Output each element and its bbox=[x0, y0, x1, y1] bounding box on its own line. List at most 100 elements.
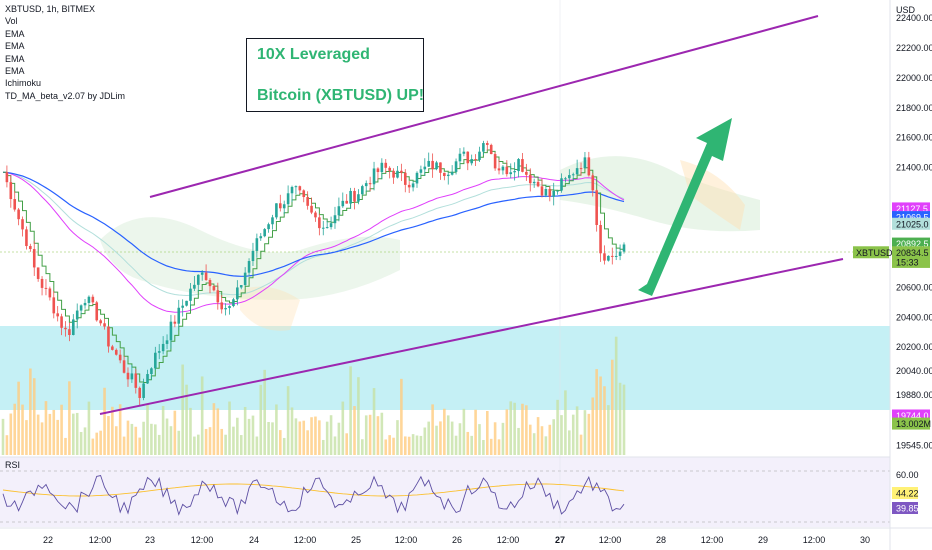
candle bbox=[169, 321, 173, 341]
legend-indicator[interactable]: EMA bbox=[5, 53, 25, 64]
candle bbox=[388, 167, 391, 171]
legend-indicator[interactable]: Vol bbox=[5, 16, 18, 27]
volume-bar bbox=[575, 406, 579, 455]
time-label: 23 bbox=[145, 535, 155, 545]
volume-bar bbox=[610, 359, 614, 455]
candle bbox=[302, 190, 306, 198]
candle bbox=[48, 288, 52, 298]
candle bbox=[64, 327, 67, 330]
up-arrow[interactable] bbox=[638, 118, 732, 296]
price-tick-label: 21800.00 bbox=[896, 103, 932, 113]
rsi-badge bbox=[892, 487, 918, 499]
candle bbox=[263, 229, 266, 237]
candle bbox=[411, 183, 415, 188]
candle bbox=[536, 181, 540, 187]
rsi-badge-label: 39.85 bbox=[896, 504, 919, 514]
volume-bar bbox=[189, 407, 192, 455]
volume-bar bbox=[13, 403, 17, 455]
volume-bar bbox=[21, 404, 24, 455]
candle bbox=[271, 217, 274, 225]
ichimoku-cloud bbox=[100, 217, 400, 300]
volume-bar bbox=[497, 439, 501, 455]
legend-indicator[interactable]: Ichimoku bbox=[5, 78, 42, 89]
candle bbox=[243, 272, 247, 286]
price-badge bbox=[892, 255, 930, 268]
volume-bar bbox=[368, 414, 372, 455]
candle bbox=[450, 171, 454, 175]
volume-bar bbox=[415, 435, 419, 455]
volume-bar bbox=[107, 416, 110, 455]
volume-bar bbox=[247, 418, 251, 455]
volume-bar bbox=[528, 424, 532, 455]
candle bbox=[396, 170, 399, 178]
volume-bar bbox=[540, 426, 544, 455]
volume-bar bbox=[36, 414, 40, 455]
price-tick-label: 22400.00 bbox=[896, 13, 932, 23]
volume-bar bbox=[544, 436, 548, 455]
volume-bar bbox=[556, 399, 559, 455]
legend-indicator[interactable]: EMA bbox=[5, 66, 25, 77]
volume-bar bbox=[310, 417, 313, 455]
ichimoku-cloud-2 bbox=[560, 156, 760, 232]
volume-bar bbox=[220, 428, 224, 455]
price-badge-label: 19744.0 bbox=[896, 411, 929, 421]
candle bbox=[427, 160, 431, 167]
candle bbox=[571, 174, 575, 176]
candle bbox=[439, 162, 442, 173]
candle bbox=[532, 181, 536, 184]
volume-bar bbox=[282, 437, 286, 455]
volume-bar bbox=[64, 437, 67, 455]
price-tick-label: 22000.00 bbox=[896, 73, 932, 83]
time-axis: 22 12:00 23 12:00 24 12:00 25 12:00 26 12:00 27 12:… bbox=[43, 535, 870, 545]
time-label: 12:00 bbox=[497, 535, 520, 545]
price-tick-label: 20040.00 bbox=[896, 366, 932, 376]
volume-bar bbox=[146, 403, 149, 455]
candle bbox=[329, 223, 333, 228]
volume-bar bbox=[435, 425, 438, 455]
volume-bar bbox=[181, 364, 184, 455]
ema-line bbox=[2, 171, 625, 297]
volume-bar bbox=[239, 435, 243, 455]
channel-lower-line[interactable] bbox=[99, 258, 844, 415]
candle bbox=[9, 182, 13, 200]
volume-bar bbox=[267, 422, 270, 455]
candle bbox=[575, 168, 579, 175]
candle bbox=[267, 224, 270, 230]
volume-bar bbox=[103, 387, 106, 455]
volume-bar bbox=[32, 378, 36, 455]
candle bbox=[528, 174, 532, 184]
volume-bar bbox=[333, 436, 337, 455]
volume-bar bbox=[87, 401, 91, 455]
time-label: 26 bbox=[452, 535, 462, 545]
volume-bar bbox=[599, 376, 602, 455]
candle bbox=[83, 302, 87, 306]
volume-bar bbox=[75, 412, 79, 455]
channel-upper-line[interactable] bbox=[149, 15, 819, 198]
candle bbox=[114, 349, 118, 355]
candle bbox=[364, 183, 368, 187]
volume-bar bbox=[607, 405, 610, 455]
candle bbox=[435, 162, 438, 170]
price-badge-label: 20892.5 bbox=[896, 239, 929, 249]
volume-bar bbox=[521, 403, 524, 455]
time-label: 12:00 bbox=[89, 535, 112, 545]
candle bbox=[91, 296, 95, 303]
price-badge-label: 21127.5 bbox=[896, 204, 928, 214]
candle bbox=[118, 354, 122, 361]
candle bbox=[279, 203, 282, 209]
volume-bar bbox=[450, 421, 454, 455]
volume-bar bbox=[83, 427, 87, 455]
volume-bar bbox=[595, 369, 598, 455]
candle bbox=[470, 159, 473, 164]
legend-indicator[interactable]: EMA bbox=[5, 28, 25, 39]
legend-indicator[interactable]: TD_MA_beta_v2.07 by JDLim bbox=[5, 90, 126, 101]
candle bbox=[486, 143, 489, 145]
volume-bar bbox=[275, 404, 278, 455]
candle bbox=[44, 287, 48, 289]
legend-indicator[interactable]: EMA bbox=[5, 41, 25, 52]
rsi-axis: 60.00 44.22 39.85 bbox=[892, 470, 919, 514]
annotation-box[interactable]: 10X Leveraged Bitcoin (XBTUSD) UP! bbox=[246, 38, 424, 112]
volume-bar bbox=[298, 421, 302, 455]
time-label: 22 bbox=[43, 535, 53, 545]
